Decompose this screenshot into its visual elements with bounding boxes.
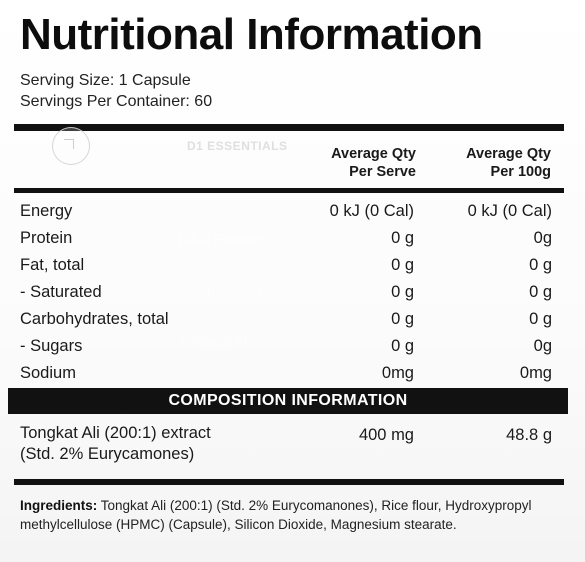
per-serve-value: 0 g: [391, 283, 414, 301]
per-serve-value: 0 g: [391, 337, 414, 355]
ingredients-label: Ingredients:: [20, 498, 98, 513]
per-serve-value: 0 g: [391, 310, 414, 328]
serving-info: Serving Size: 1 Capsule Servings Per Con…: [20, 70, 212, 112]
per-100g-value: 0g: [533, 337, 552, 355]
per-serve-value: 0 g: [391, 256, 414, 274]
composition-name-line2: (Std. 2% Eurycamones): [20, 445, 195, 463]
table-row: Energy 0 kJ (0 Cal) 0 kJ (0 Cal): [20, 198, 552, 225]
table-row: Protein 0 g 0g: [20, 225, 552, 252]
watermark-brand: D1 ESSENTIALS: [187, 139, 288, 153]
column-header-per-serve: Average Qty Per Serve: [331, 146, 416, 180]
page-title: Nutritional Information: [20, 10, 483, 59]
table-row: Sodium 0mg 0mg: [20, 360, 552, 387]
nutrient-name: Sodium: [20, 364, 76, 382]
ingredients-list: Tongkat Ali (200:1) (Std. 2% Eurycomanon…: [20, 498, 532, 532]
per-serve-value: 0mg: [381, 364, 414, 382]
serving-size: Serving Size: 1 Capsule: [20, 72, 191, 89]
per-serve-value: 0 kJ (0 Cal): [329, 202, 414, 220]
composition-per-100g: 48.8 g: [506, 426, 552, 444]
table-row: - Saturated 0 g 0 g: [20, 279, 552, 306]
per-serve-value: 0 g: [391, 229, 414, 247]
composition-row: Tongkat Ali (200:1) extract (Std. 2% Eur…: [20, 423, 552, 465]
nutrient-name: - Sugars: [20, 337, 83, 355]
table-row: - Sugars 0 g 0g: [20, 333, 552, 360]
arrow-circle-icon: [52, 127, 90, 165]
per-100g-value: 0 g: [529, 256, 552, 274]
column-header-per-100g: Average Qty Per 100g: [466, 146, 551, 180]
nutrient-name: Energy: [20, 202, 73, 220]
servings-per-container: Servings Per Container: 60: [20, 93, 213, 110]
nutrient-name: - Saturated: [20, 283, 102, 301]
header-rule: [14, 188, 564, 193]
per-100g-value: 0mg: [519, 364, 552, 382]
per-100g-value: 0 kJ (0 Cal): [467, 202, 552, 220]
per-100g-value: 0g: [533, 229, 552, 247]
per-100g-value: 0 g: [529, 310, 552, 328]
table-row: Fat, total 0 g 0 g: [20, 252, 552, 279]
top-rule: [14, 124, 564, 131]
nutrient-name: Carbohydrates, total: [20, 310, 169, 328]
ingredients-text: Ingredients: Tongkat Ali (200:1) (Std. 2…: [20, 496, 568, 534]
composition-header: COMPOSITION INFORMATION: [8, 388, 568, 414]
ingredients-rule: [14, 479, 564, 485]
per-100g-value: 0 g: [529, 283, 552, 301]
nutrient-name: Protein: [20, 229, 73, 247]
nutrient-name: Fat, total: [20, 256, 85, 274]
composition-per-serve: 400 mg: [358, 426, 414, 444]
table-row: Carbohydrates, total 0 g 0 g: [20, 306, 552, 333]
composition-name-line1: Tongkat Ali (200:1) extract: [20, 424, 211, 442]
